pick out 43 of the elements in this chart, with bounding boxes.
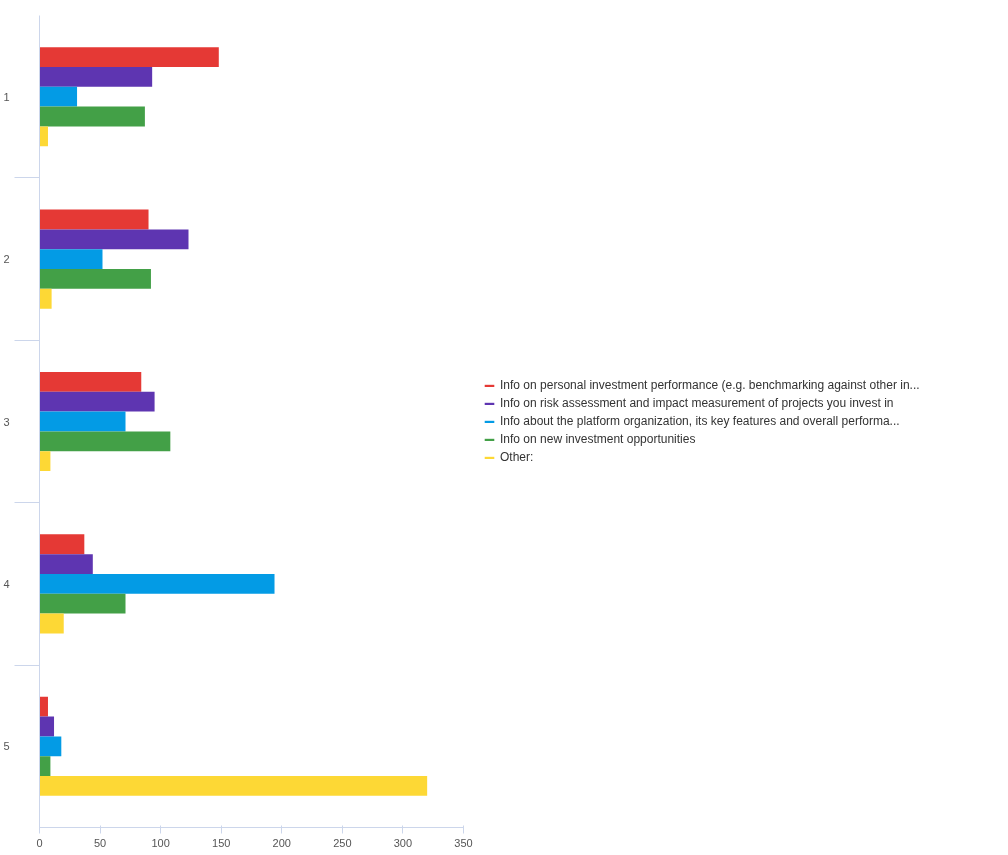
bar [39,66,153,87]
bar [39,269,151,289]
bar [39,534,85,555]
bar [39,554,93,574]
bar [39,411,126,432]
x-tick-label: 100 [151,836,170,849]
x-tick-label: 250 [333,836,352,849]
bar [39,696,48,717]
bar [39,371,142,392]
x-tick-label: 150 [212,836,231,849]
bar [39,229,189,250]
bar [39,209,149,230]
bar [39,288,52,309]
bar [39,126,48,147]
x-tick-label: 200 [272,836,291,849]
x-tick-label: 350 [454,836,473,849]
bar [39,613,64,634]
y-tick-label: 2 [3,253,10,266]
legend-label: Info about the platform organization, its key features and overall performa... [500,414,900,428]
bar [39,451,51,472]
bar [39,573,275,594]
legend-label: Info on risk assessment and impact measurement of projects you invest in [500,396,894,410]
legend-label: Info on new investment opportunities [500,432,696,446]
bar [39,249,103,270]
legend-label: Other: [500,450,534,464]
x-tick-label: 0 [36,836,43,849]
y-tick-label: 4 [3,577,10,590]
bar [39,106,145,127]
bar [39,431,171,452]
bar [39,47,219,67]
y-tick-label: 1 [3,90,10,103]
bar [39,86,78,107]
bar [39,736,62,757]
bar [39,391,155,412]
y-tick-label: 3 [3,415,10,428]
bar [39,776,428,796]
legend-label: Info on personal investment performance (e.g. benchmarking against other in... [500,378,920,392]
x-tick-label: 300 [393,836,413,849]
x-tick-label: 50 [93,836,107,849]
y-tick-label: 5 [3,740,10,753]
bar [39,593,126,614]
bar [39,716,55,737]
bar [39,756,51,777]
